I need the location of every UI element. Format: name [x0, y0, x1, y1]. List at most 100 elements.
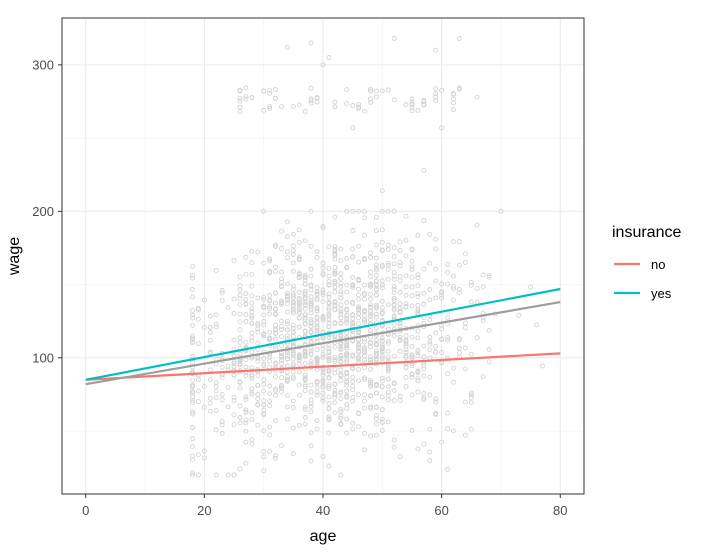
scatter-point	[320, 398, 326, 404]
scatter-point	[273, 290, 278, 296]
scatter-point	[314, 324, 320, 330]
x-tick-label: 60	[434, 503, 448, 518]
scatter-point	[273, 264, 278, 270]
scatter-point	[338, 472, 344, 478]
scatter-point	[332, 99, 338, 105]
scatter-point	[249, 306, 255, 312]
scatter-point	[273, 336, 278, 342]
scatter-point	[362, 319, 367, 325]
scatter-point	[468, 390, 474, 396]
scatter-point	[445, 261, 451, 267]
scatter-point	[373, 381, 379, 387]
scatter-point	[409, 96, 415, 102]
scatter-point	[415, 350, 421, 356]
scatter-point	[320, 265, 326, 271]
scatter-point	[320, 354, 326, 360]
scatter-point	[486, 274, 492, 280]
scatter-point	[284, 333, 290, 339]
scatter-point	[350, 379, 356, 385]
scatter-point	[308, 324, 314, 330]
scatter-point	[243, 397, 249, 402]
scatter-point	[267, 256, 273, 262]
scatter-point	[225, 363, 231, 369]
scatter-point	[284, 249, 290, 255]
scatter-point	[255, 422, 261, 428]
scatter-point	[213, 321, 219, 327]
scatter-point	[415, 446, 421, 452]
scatter-point	[379, 355, 385, 361]
scatter-point	[409, 105, 415, 110]
scatter-point	[284, 255, 290, 261]
scatter-point	[356, 329, 362, 335]
scatter-point	[273, 242, 278, 248]
scatter-point	[433, 47, 439, 53]
scatter-point	[195, 388, 201, 394]
scatter-point	[451, 90, 456, 96]
scatter-point	[279, 443, 284, 449]
scatter-point	[409, 371, 415, 377]
scatter-point	[409, 102, 415, 108]
scatter-point	[373, 94, 379, 100]
scatter-point	[267, 298, 273, 304]
scatter-point	[326, 369, 332, 375]
scatter-point	[379, 419, 385, 425]
scatter-point	[314, 358, 320, 364]
scatter-point	[190, 287, 195, 292]
scatter-point	[326, 313, 332, 319]
scatter-point	[368, 296, 373, 302]
scatter-point	[373, 416, 379, 422]
scatter-point	[290, 104, 296, 110]
scatter-point	[326, 416, 332, 422]
scatter-point	[433, 246, 439, 252]
scatter-point	[415, 378, 421, 384]
scatter-point	[308, 282, 314, 288]
scatter-point	[409, 355, 415, 361]
scatter-point	[213, 388, 219, 394]
scatter-point	[302, 299, 308, 305]
line-no	[85, 352, 561, 381]
scatter-point	[385, 208, 391, 214]
scatter-point	[451, 283, 456, 289]
scatter-point	[427, 458, 433, 463]
scatter-point	[451, 365, 456, 371]
scatter-point	[249, 95, 255, 100]
scatter-point	[391, 284, 397, 290]
scatter-point	[350, 246, 356, 252]
scatter-point	[249, 271, 255, 277]
scatter-point	[439, 336, 445, 342]
scatter-point	[427, 341, 433, 347]
scatter-point	[296, 357, 302, 363]
scatter-point	[356, 378, 362, 384]
scatter-point	[308, 298, 314, 304]
scatter-point	[468, 279, 474, 285]
scatter-point	[290, 302, 296, 308]
scatter-point	[261, 448, 267, 454]
scatter-point	[296, 102, 302, 108]
scatter-point	[350, 125, 356, 131]
scatter-point	[284, 369, 290, 375]
scatter-point	[456, 36, 462, 41]
scatter-point	[338, 378, 344, 384]
scatter-point	[249, 338, 255, 344]
scatter-point	[279, 323, 284, 329]
scatter-point	[302, 388, 308, 393]
scatter-point	[296, 271, 302, 277]
regression-lines	[85, 287, 561, 386]
scatter-point	[290, 283, 296, 289]
scatter-point	[308, 85, 314, 91]
scatter-point	[456, 335, 462, 341]
scatter-point	[314, 255, 320, 260]
scatter-point	[433, 91, 439, 97]
scatter-point	[403, 273, 409, 279]
scatter-point	[379, 311, 385, 317]
y-axis-title: wage	[6, 237, 23, 276]
scatter-point	[462, 432, 468, 438]
scatter-point	[332, 400, 338, 406]
scatter-point	[249, 410, 255, 416]
scatter-point	[308, 409, 314, 415]
scatter-point	[302, 292, 308, 298]
scatter-point	[368, 383, 373, 389]
scatter-point	[326, 265, 332, 271]
scatter-point	[284, 416, 290, 422]
scatter-point	[237, 95, 243, 101]
